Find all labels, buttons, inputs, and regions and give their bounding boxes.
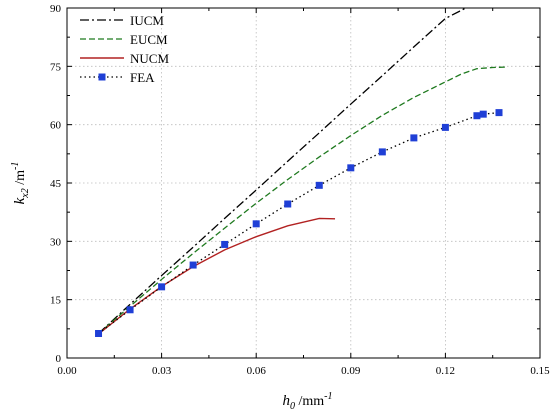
- legend-marker-fea: [98, 73, 106, 81]
- x-tick-label: 0.00: [57, 365, 77, 377]
- data-point-fea: [284, 200, 292, 208]
- x-axis-label-sub: 0: [290, 401, 295, 412]
- data-point-fea: [126, 306, 134, 314]
- y-tick-label: 30: [50, 236, 62, 248]
- ticks: 0.00 0.03 0.06 0.09 0.12 0.15 0 15 30 45 60 75 90: [50, 3, 550, 377]
- x-axis-label: h0 /mm-1: [282, 391, 332, 412]
- grid: [67, 8, 540, 358]
- data-point-fea: [441, 123, 449, 131]
- series-eucm: [98, 66, 506, 334]
- data-point-fea: [495, 109, 503, 117]
- y-axis-label: kx2 /m-1: [10, 162, 31, 205]
- x-tick-label: 0.06: [247, 365, 267, 377]
- y-axis-label-sub: x2: [20, 188, 31, 198]
- x-tick-label: 0.12: [436, 365, 455, 377]
- x-tick-label: 0.09: [341, 365, 361, 377]
- series-nucm: [98, 217, 336, 335]
- data-point-fea: [473, 112, 481, 120]
- series-eucm-line: [98, 66, 506, 334]
- y-tick-label: 90: [50, 3, 62, 15]
- series-nucm-line: [98, 217, 336, 335]
- legend: IUCM EUCM NUCM FEA: [80, 13, 169, 85]
- data-point-fea: [410, 134, 418, 142]
- x-axis-label-var: h: [282, 393, 290, 409]
- legend-label-nucm: NUCM: [130, 51, 169, 66]
- x-tick-label: 0.15: [530, 365, 550, 377]
- series-fea: [95, 109, 503, 337]
- data-point-fea: [95, 330, 103, 337]
- legend-label-eucm: EUCM: [130, 32, 168, 47]
- data-point-fea: [315, 181, 323, 189]
- x-axis-label-unit: /mm: [295, 394, 324, 409]
- y-tick-label: 45: [50, 178, 62, 190]
- data-point-fea: [158, 283, 166, 291]
- y-tick-label: 0: [56, 353, 62, 365]
- x-tick-label: 0.03: [152, 365, 172, 377]
- series-iucm-line: [98, 8, 467, 334]
- y-tick-label: 15: [50, 295, 62, 307]
- data-point-fea: [221, 240, 229, 248]
- series-iucm: [98, 8, 467, 334]
- data-point-fea: [347, 164, 355, 172]
- series-layer: [95, 8, 506, 337]
- y-axis-label-sup: -1: [10, 162, 21, 170]
- data-point-fea: [378, 148, 386, 156]
- y-axis-label-unit: /m: [13, 170, 28, 188]
- legend-label-iucm: IUCM: [130, 13, 164, 28]
- x-axis-label-sup: -1: [324, 391, 332, 402]
- data-point-fea: [189, 261, 197, 269]
- y-axis-label-var: k: [12, 197, 28, 204]
- data-point-fea: [479, 110, 487, 118]
- y-tick-label: 60: [50, 120, 62, 132]
- y-tick-label: 75: [50, 61, 62, 73]
- legend-label-fea: FEA: [130, 70, 155, 85]
- data-point-fea: [252, 220, 260, 228]
